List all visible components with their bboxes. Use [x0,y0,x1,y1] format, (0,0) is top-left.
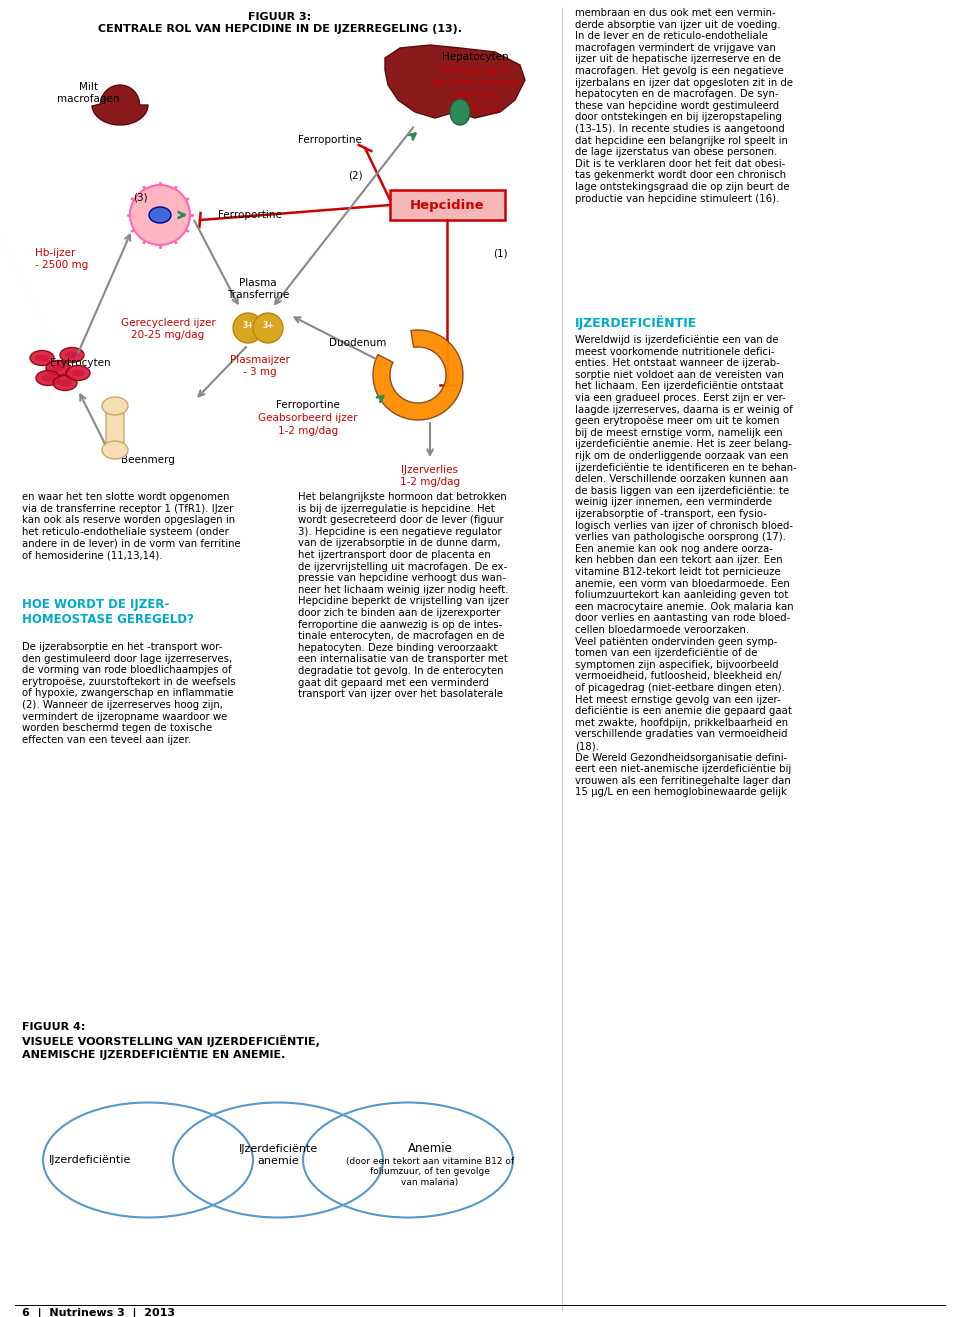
Text: - 500 mg: - 500 mg [452,104,498,115]
Text: Het belangrijkste hormoon dat betrokken
is bij de ijzerregulatie is hepcidine. H: Het belangrijkste hormoon dat betrokken … [298,493,509,699]
FancyBboxPatch shape [390,190,505,220]
Text: ANEMISCHE IJZERDEFICIËNTIE EN ANEMIE.: ANEMISCHE IJZERDEFICIËNTIE EN ANEMIE. [22,1048,285,1060]
Text: IJzeropslag in: IJzeropslag in [441,65,510,75]
Text: CENTRALE ROL VAN HEPCIDINE IN DE IJZERREGELING (13).: CENTRALE ROL VAN HEPCIDINE IN DE IJZERRE… [98,24,462,34]
Text: Gerecycleerd ijzer
20-25 mg/dag: Gerecycleerd ijzer 20-25 mg/dag [121,317,215,340]
Ellipse shape [58,379,72,386]
Ellipse shape [51,365,65,371]
Text: (3): (3) [132,194,147,203]
Text: Ferroportine: Ferroportine [218,209,282,220]
Text: Wereldwijd is ijzerdeficiëntie een van de
meest voorkomende nutritionele defici-: Wereldwijd is ijzerdeficiëntie een van d… [575,335,797,797]
Ellipse shape [41,374,55,382]
Text: De ijzerabsorptie en het -transport wor-
den gestimuleerd door lage ijzerreserve: De ijzerabsorptie en het -transport wor-… [22,641,235,745]
Text: Plasmaijzer
- 3 mg: Plasmaijzer - 3 mg [230,356,290,377]
Circle shape [130,184,190,245]
Text: IJzerdeficiënte
anemie: IJzerdeficiënte anemie [238,1144,318,1166]
Text: membraan en dus ook met een vermin-
derde absorptie van ijzer uit de voeding.
In: membraan en dus ook met een vermin- derd… [575,8,793,204]
Ellipse shape [65,352,79,358]
Polygon shape [373,331,463,420]
Text: Plasma
Transferrine: Plasma Transferrine [227,278,289,299]
Ellipse shape [149,207,171,223]
Text: Anemie: Anemie [408,1142,452,1155]
Ellipse shape [35,354,49,361]
Polygon shape [385,45,525,119]
Text: Beenmerg: Beenmerg [121,454,175,465]
Text: 3+: 3+ [262,320,274,329]
Ellipse shape [60,348,84,362]
Text: (1): (1) [492,248,507,258]
Text: Hepatocyten: Hepatocyten [442,51,508,62]
Text: Ferroportine: Ferroportine [276,400,340,410]
Text: Ferroportine: Ferroportine [298,136,362,145]
Ellipse shape [53,375,77,391]
Text: 1-2 mg/dag: 1-2 mg/dag [278,425,338,436]
Text: 1-2 mg/dag: 1-2 mg/dag [400,477,460,487]
Ellipse shape [102,441,128,460]
Ellipse shape [36,370,60,386]
Ellipse shape [102,396,128,415]
Text: Hb-ijzer
- 2500 mg: Hb-ijzer - 2500 mg [35,248,88,270]
Text: 6  |  Nutrinews 3  |  2013: 6 | Nutrinews 3 | 2013 [22,1308,175,1317]
Text: HOE WORDT DE IJZER-
HOMEOSTASE GEREGELD?: HOE WORDT DE IJZER- HOMEOSTASE GEREGELD? [22,598,194,626]
Ellipse shape [46,361,70,375]
Ellipse shape [71,370,85,377]
Text: 3+: 3+ [242,320,253,329]
Circle shape [233,313,263,342]
Text: FIGUUR 3:: FIGUUR 3: [249,12,312,22]
Text: (door een tekort aan vitamine B12 of
foliumzuur, of ten gevolge
van malaria): (door een tekort aan vitamine B12 of fol… [346,1158,514,1187]
Circle shape [253,313,283,342]
Polygon shape [92,86,148,125]
Text: weefsels: weefsels [452,91,497,101]
Ellipse shape [66,366,90,381]
Text: FIGUUR 4:: FIGUUR 4: [22,1022,85,1033]
Text: Hepcidine: Hepcidine [410,199,485,212]
FancyBboxPatch shape [106,404,124,450]
Ellipse shape [30,350,54,366]
Text: Erytrocyten: Erytrocyten [50,358,110,367]
Text: IJzerverlies: IJzerverlies [401,465,459,475]
Text: VISUELE VOORSTELLING VAN IJZERDEFICIËNTIE,: VISUELE VOORSTELLING VAN IJZERDEFICIËNTI… [22,1035,320,1047]
Text: IJZERDEFICIËNTIE: IJZERDEFICIËNTIE [575,315,697,329]
Ellipse shape [450,99,470,125]
Text: Milt
macrofagen: Milt macrofagen [57,82,119,104]
Text: (2): (2) [348,170,362,180]
Text: Duodenum: Duodenum [329,338,387,348]
Text: en waar het ten slotte wordt opgenomen
via de transferrine receptor 1 (TfR1). IJ: en waar het ten slotte wordt opgenomen v… [22,493,241,560]
Text: de lever, andere: de lever, andere [432,78,517,88]
Text: IJzerdeficiëntie: IJzerdeficiëntie [49,1155,132,1166]
Text: Geabsorbeerd ijzer: Geabsorbeerd ijzer [258,414,358,423]
